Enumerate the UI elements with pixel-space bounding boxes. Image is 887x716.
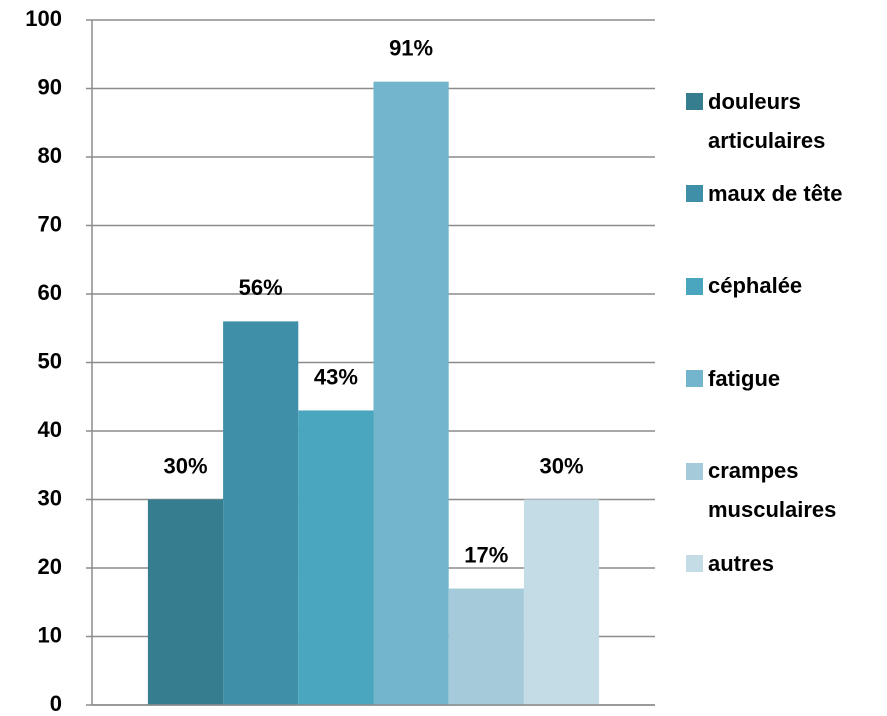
y-tick-label: 100 [25,6,62,31]
y-tick-label: 30 [38,485,62,510]
y-tick-label: 10 [38,622,62,647]
legend-swatch [686,370,703,388]
legend-swatch [686,185,703,203]
legend-swatch [686,277,703,295]
bar [523,499,600,705]
value-label: 30% [539,453,583,478]
bar [373,81,449,705]
value-label: 56% [239,275,283,300]
value-label: 30% [163,453,207,478]
y-tick-label: 40 [38,417,62,442]
legend-swatch [686,555,703,572]
bar [223,321,299,705]
legend-label: autres [708,550,775,576]
legend-label: crampes musculaires [708,458,837,523]
legend-label: douleurs articulaires [708,88,826,153]
bar [147,499,224,705]
y-tick-label: 80 [38,143,62,168]
legend-swatch [686,93,703,110]
legend-label: maux de tête [708,180,843,206]
y-tick-label: 90 [38,74,62,99]
y-tick-label: 50 [38,348,62,373]
value-label: 43% [314,364,358,389]
value-label: 91% [389,35,433,60]
legend-label: céphalée [708,273,803,299]
y-tick-label: 0 [50,691,62,716]
y-tick-label: 70 [38,211,62,236]
y-tick-label: 20 [38,554,62,579]
legend-label: fatigue [708,365,781,391]
y-tick-label: 60 [38,280,62,305]
bar [298,410,374,705]
legend-swatch [686,462,703,480]
bar [448,588,524,705]
value-label: 17% [464,542,508,567]
